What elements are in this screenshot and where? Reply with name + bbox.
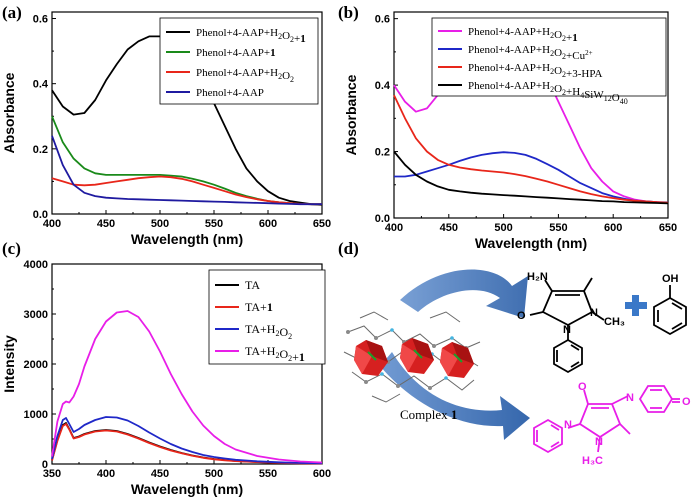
methyl-label: CH₃ <box>604 316 625 328</box>
carbonyl-o-label: O <box>517 310 526 322</box>
reaction-arrow <box>400 269 528 318</box>
n-phenyl-label: N <box>563 324 571 336</box>
polyoxometalate-cluster <box>400 338 434 374</box>
x-tick-label: 350 <box>43 468 61 480</box>
legend-entry: Phenol+4-AAP <box>196 87 264 99</box>
hydroxyl-label: OH <box>662 273 679 285</box>
x-axis-label: Wavelength (nm) <box>131 481 243 497</box>
y-axis-label: Absorbance <box>343 74 359 155</box>
x-axis-label: Wavelength (nm) <box>475 235 587 251</box>
reaction-scheme: H2O2 Complex 1 •OH <box>343 269 691 467</box>
panel-label-c: (c) <box>2 239 21 258</box>
amine-label: H₂N <box>527 271 548 283</box>
legend-entry: Phenol+4-AAP+H2O2 <box>196 67 294 84</box>
chart-panel-b: 400 450 500 550 600 650 0.0 0.2 0.4 0.6 Wavelength… <box>343 11 677 251</box>
x-tick-label: 600 <box>259 218 277 230</box>
x-tick-label: 500 <box>151 218 169 230</box>
legend-entry: Phenol+4-AAP+H2O2+1 <box>196 27 306 45</box>
x-tick-label: 450 <box>97 218 115 230</box>
product-quinone-o-label: O <box>682 396 691 408</box>
series-line-1 <box>51 422 323 465</box>
y-tick-label: 2000 <box>24 359 48 371</box>
complex-label: Complex 1 <box>400 407 457 422</box>
x-tick-label: 450 <box>151 468 169 480</box>
h2o2-label: H2O2 <box>447 310 477 327</box>
product-imine-label: N <box>626 392 634 404</box>
series-line-3 <box>51 416 323 465</box>
legend-entry: Phenol+4-AAP+H2O2+1 <box>468 26 578 44</box>
series-line-3 <box>51 175 322 206</box>
legend-entry: TA+H2O2 <box>245 322 292 341</box>
x-tick-label: 550 <box>259 468 277 480</box>
panel-label-b: (b) <box>338 3 359 22</box>
y-axis-label: Absorbance <box>1 72 17 153</box>
y-tick-label: 0.2 <box>375 147 390 159</box>
chart-panel-a: 400 450 500 550 600 650 0.0 0.2 0.4 0.6 Wavelength… <box>1 11 331 247</box>
x-tick-label: 500 <box>205 468 223 480</box>
x-tick-label: 600 <box>604 222 622 234</box>
reaction-arrow-lower <box>380 352 530 440</box>
y-axis-label: Intensity <box>1 335 17 393</box>
y-tick-label: 1000 <box>24 409 48 421</box>
y-tick-label: 0.4 <box>33 79 49 91</box>
y-tick-label: 0.0 <box>375 213 390 225</box>
series-line-4 <box>51 135 322 206</box>
legend-entry: Phenol+4-AAP+H2O2+H4SiW12O40 <box>468 80 628 106</box>
y-tick-label: 0.4 <box>375 80 391 92</box>
aminoantipyrine-molecule <box>529 277 605 374</box>
phenol-molecule <box>653 285 687 336</box>
series-line-2 <box>51 423 323 465</box>
product-dye-molecule <box>533 385 680 454</box>
product-n2-label: N <box>595 436 603 448</box>
y-tick-label: 0 <box>42 459 48 471</box>
plus-sign <box>625 295 647 316</box>
series-line-4 <box>393 150 669 205</box>
y-tick-label: 0.0 <box>33 209 48 221</box>
x-tick-label: 650 <box>659 222 677 234</box>
legend: TA TA+1 TA+H2O2 TA+H2O2+1 <box>208 269 326 365</box>
polyoxometalate-cluster <box>440 342 474 378</box>
chart-panel-c: 350 400 450 500 550 600 0 1000 2000 3000 4000 Wavel… <box>1 259 331 497</box>
y-tick-label: 3000 <box>24 309 48 321</box>
product-carbonyl-label: O <box>578 381 587 393</box>
x-axis-label: Wavelength (nm) <box>131 231 243 247</box>
crystal-structure-image <box>343 311 481 403</box>
legend: Phenol+4-AAP+H2O2+1Phenol+4-AAP+H2O2+Cu2… <box>431 17 667 106</box>
series-line-2 <box>394 151 669 204</box>
legend-entry: Phenol+4-AAP+H2O2+Cu2+ <box>468 44 593 62</box>
legend-entry: TA+H2O2+1 <box>245 344 305 364</box>
x-tick-label: 400 <box>97 468 115 480</box>
x-tick-label: 600 <box>313 468 331 480</box>
x-tick-label: 550 <box>205 218 223 230</box>
legend-entry: TA+1 <box>245 300 273 314</box>
y-tick-label: 4000 <box>24 259 48 271</box>
x-tick-label: 650 <box>313 218 331 230</box>
polyoxometalate-cluster <box>354 340 388 376</box>
x-tick-label: 450 <box>440 222 458 234</box>
n-methyl-label: N <box>590 307 598 319</box>
legend-entry: TA <box>245 278 260 292</box>
legend: Phenol+4-AAP+H2O2+1 Phenol+4-AAP+1 Phenol+… <box>159 17 319 105</box>
series-line-2 <box>51 115 322 206</box>
x-tick-label: 400 <box>43 218 61 230</box>
legend-box <box>431 17 667 97</box>
y-tick-label: 0.6 <box>375 14 390 26</box>
product-methyl-label: H₃C <box>582 455 603 467</box>
series-line-4 <box>51 310 323 464</box>
x-tick-label: 550 <box>549 222 567 234</box>
x-tick-label: 500 <box>494 222 512 234</box>
series-line-3 <box>393 94 669 204</box>
legend-entry: Phenol+4-AAP+H2O2+3-HPA <box>468 62 602 80</box>
hydroxyl-radical-label: •OH <box>468 426 493 441</box>
y-tick-label: 0.2 <box>33 144 48 156</box>
panel-label-a: (a) <box>2 3 22 22</box>
y-tick-label: 0.6 <box>33 14 48 26</box>
legend-entry: Phenol+4-AAP+1 <box>196 47 276 59</box>
x-tick-label: 400 <box>385 222 403 234</box>
product-n1-label: N <box>564 419 572 431</box>
panel-label-d: (d) <box>338 239 359 258</box>
